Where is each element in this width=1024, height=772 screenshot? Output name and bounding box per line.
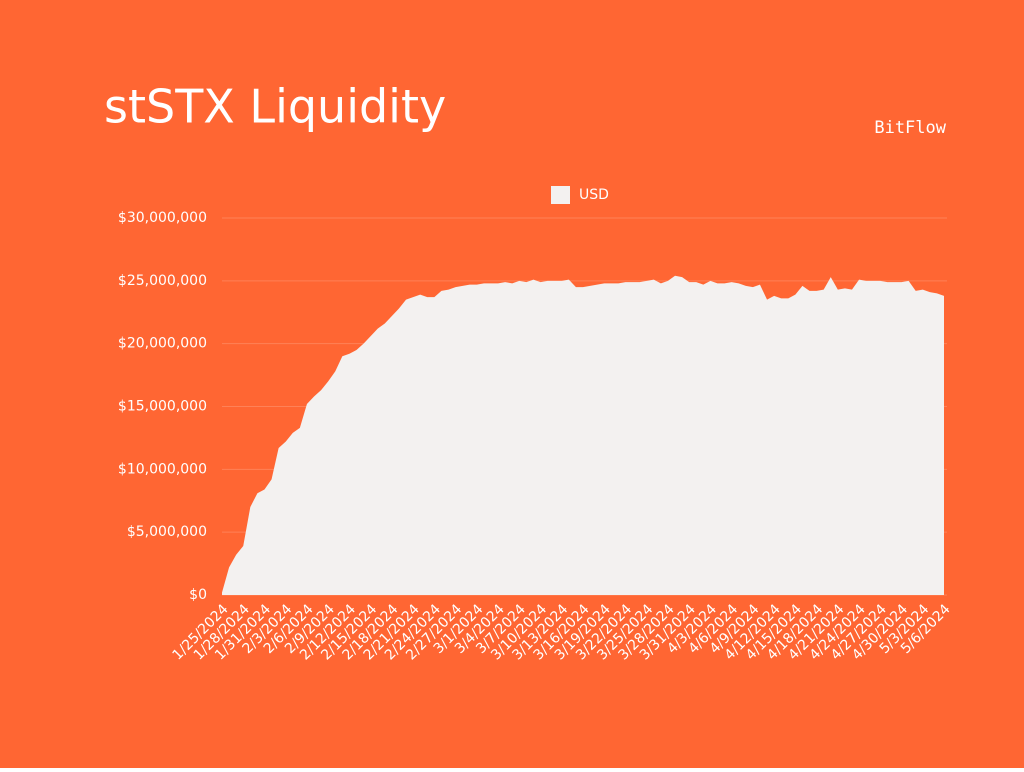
y-tick-label: $5,000,000 xyxy=(127,524,207,540)
y-tick-label: $20,000,000 xyxy=(118,336,207,352)
chart-subtitle: BitFlow xyxy=(874,118,946,138)
legend-label: USD xyxy=(579,187,609,203)
y-tick-label: $10,000,000 xyxy=(118,461,207,477)
area xyxy=(222,275,944,595)
y-tick-label: $15,000,000 xyxy=(118,399,207,415)
chart-title: stSTX Liquidity xyxy=(104,80,446,134)
y-tick-label: $0 xyxy=(189,587,207,603)
legend-swatch xyxy=(551,186,570,204)
y-tick-label: $25,000,000 xyxy=(118,273,207,289)
y-tick-label: $30,000,000 xyxy=(118,210,207,226)
